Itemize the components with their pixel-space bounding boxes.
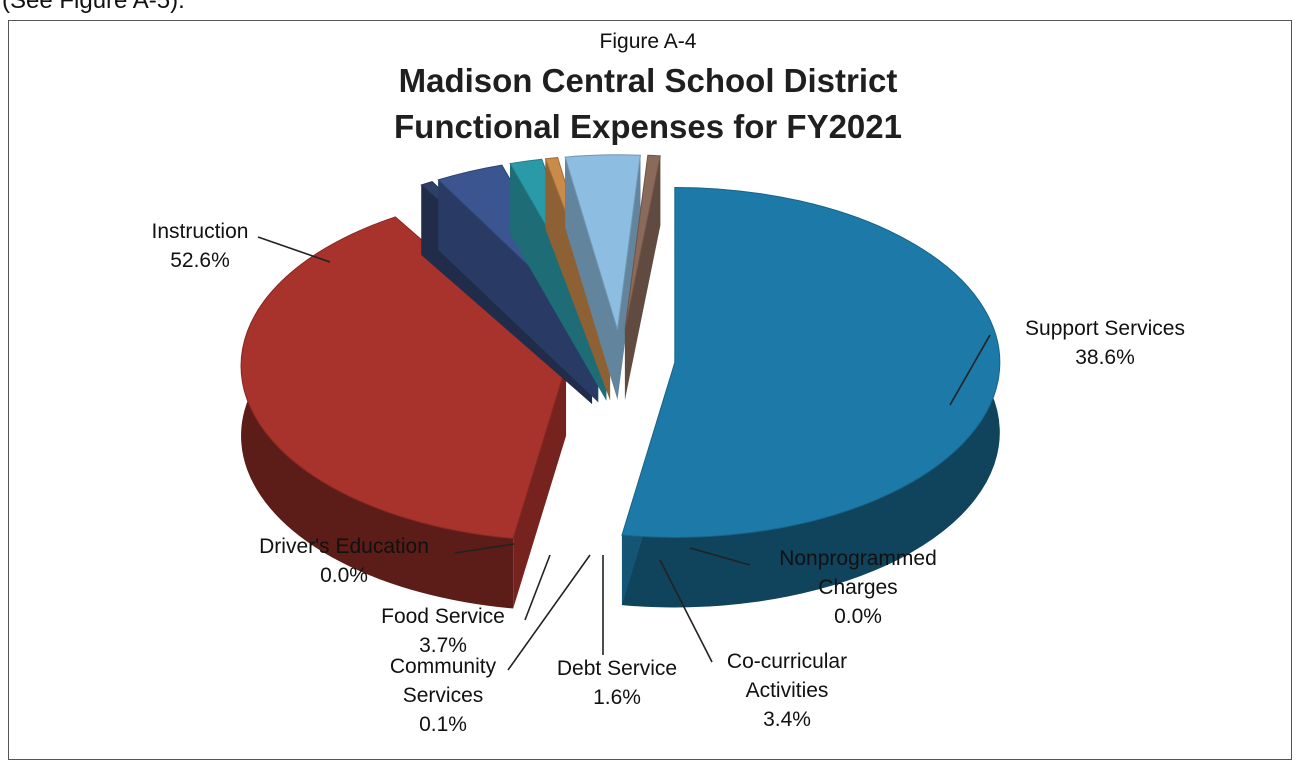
data-label-nonprogrammed-charges: Charges	[818, 576, 897, 599]
pie-slice-driver-s-education	[624, 154, 661, 400]
data-label-debt-service: Debt Service	[557, 657, 677, 680]
data-label-pct-community-services: 0.1%	[419, 713, 467, 736]
leader-line-co-curricular-activities	[659, 559, 713, 663]
data-label-support-services: Support Services	[1025, 317, 1185, 340]
data-label-food-service: Food Service	[381, 605, 505, 628]
data-label-pct-support-services: 38.6%	[1075, 346, 1135, 369]
chart-title-line-1: Madison Central School District	[398, 62, 898, 99]
data-label-community-services: Community	[390, 655, 497, 678]
data-label-pct-driver-s-education: 0.0%	[320, 564, 368, 587]
pie-slice-instruction	[621, 186, 1001, 608]
data-label-driver-s-education: Driver's Education	[259, 535, 429, 558]
data-label-nonprogrammed-charges: Nonprogrammed	[779, 547, 937, 570]
pie-chart: Instruction 52.6% Support Services 38.6% Non…	[152, 154, 1185, 736]
figure-label: Figure A-4	[599, 30, 697, 53]
data-label-co-curricular-activities: Activities	[746, 679, 829, 702]
cutoff-text: (See Figure A-5).	[2, 0, 185, 14]
chart-title-line-2: Functional Expenses for FY2021	[394, 108, 902, 145]
data-label-community-services: Services	[403, 684, 484, 707]
data-label-pct-food-service: 3.7%	[419, 634, 467, 657]
data-label-pct-co-curricular-activities: 3.4%	[763, 708, 811, 731]
data-label-pct-nonprogrammed-charges: 0.0%	[834, 605, 882, 628]
leader-line-instruction	[257, 236, 331, 263]
chart-frame	[8, 20, 1292, 760]
pie-slice-food-service	[564, 154, 641, 400]
leader-line-support-services	[949, 334, 991, 406]
data-label-pct-debt-service: 1.6%	[593, 686, 641, 709]
leader-line-nonprogrammed-charges	[689, 547, 751, 566]
leader-line-community-services	[507, 554, 591, 671]
pie-slice-support-services	[240, 216, 567, 609]
data-label-co-curricular-activities: Co-curricular	[727, 650, 847, 673]
data-label-instruction: Instruction	[152, 220, 249, 243]
leader-line-driver-s-education	[454, 543, 515, 554]
data-label-pct-instruction: 52.6%	[170, 249, 230, 272]
leader-line-food-service	[524, 554, 551, 621]
